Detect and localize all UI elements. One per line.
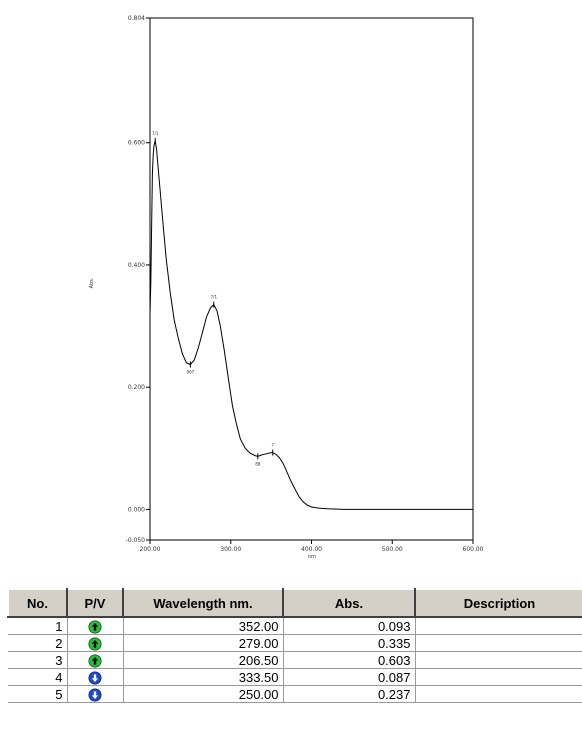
cell-wavelength: 206.50 [123, 651, 284, 669]
down-arrow-icon [88, 688, 102, 702]
axis-ticks: 200.00 300.00 400.00 500.00 600.00 0.804 0.600… [126, 15, 484, 553]
cell-pv [67, 668, 124, 686]
cell-pv [67, 617, 124, 635]
cell-description [415, 617, 582, 635]
table-row[interactable]: 4 333.50 0.087 [8, 668, 582, 686]
spectrum-chart: 200.00 300.00 400.00 500.00 600.00 0.804 0.600… [89, 15, 484, 560]
cell-abs: 0.093 [283, 617, 416, 635]
table-body: 1 352.00 0.093 2 279.00 0.335 3 206.50 0.603 4 333… [8, 617, 582, 703]
cell-no: 3 [8, 651, 68, 669]
cell-abs: 0.087 [283, 668, 416, 686]
cell-pv [67, 634, 124, 652]
cell-abs: 0.603 [283, 651, 416, 669]
peak-marker-label: 7/1 [211, 295, 218, 300]
x-tick-label: 400.00 [301, 546, 322, 553]
up-arrow-icon [88, 620, 102, 634]
table-row[interactable]: 1 352.00 0.093 [8, 617, 582, 635]
cell-wavelength: 279.00 [123, 634, 284, 652]
peak-table: No. P/V Wavelength nm. Abs. Description … [7, 588, 582, 703]
cell-no: 1 [8, 617, 68, 635]
x-tick-label: 600.00 [463, 546, 484, 553]
x-tick-label: 200.00 [140, 546, 161, 553]
cell-no: 5 [8, 685, 68, 703]
cell-abs: 0.237 [283, 685, 416, 703]
cell-no: 4 [8, 668, 68, 686]
y-tick-label: 0.000 [128, 506, 145, 513]
cell-description [415, 685, 582, 703]
cell-no: 2 [8, 634, 68, 652]
header-no[interactable]: No. [7, 588, 68, 618]
spectrum-line [149, 140, 473, 510]
cell-description [415, 668, 582, 686]
header-description[interactable]: Description [414, 588, 582, 618]
cell-description [415, 651, 582, 669]
peak-marker-label: 7/1 [152, 131, 159, 136]
cell-pv [67, 685, 124, 703]
up-arrow-icon [88, 637, 102, 651]
header-pv[interactable]: P/V [66, 588, 124, 618]
down-arrow-icon [88, 671, 102, 685]
plot-frame [149, 17, 474, 541]
header-abs[interactable]: Abs. [282, 588, 416, 618]
x-tick-label: 300.00 [220, 546, 241, 553]
table-row[interactable]: 5 250.00 0.237 [8, 685, 582, 703]
valley-marker-label: 967 [187, 370, 195, 375]
y-tick-label: -0.050 [126, 537, 146, 544]
table-row[interactable]: 3 206.50 0.603 [8, 651, 582, 669]
cell-abs: 0.335 [283, 634, 416, 652]
cell-wavelength: 352.00 [123, 617, 284, 635]
y-tick-label: 0.200 [128, 384, 145, 391]
y-axis-label: Abs. [89, 277, 95, 288]
cell-wavelength: 250.00 [123, 685, 284, 703]
y-tick-label: 0.804 [128, 15, 145, 22]
cell-wavelength: 333.50 [123, 668, 284, 686]
y-tick-label: 0.400 [128, 262, 145, 269]
cell-description [415, 634, 582, 652]
y-tick-label: 0.600 [128, 140, 145, 147]
table-row[interactable]: 2 279.00 0.335 [8, 634, 582, 652]
cell-pv [67, 651, 124, 669]
peak-markers: 7/1 7/1 7 967 88 [152, 131, 274, 466]
table-header-row: No. P/V Wavelength nm. Abs. Description [7, 588, 582, 618]
x-axis-label: nm [308, 554, 316, 560]
valley-marker-label: 88 [255, 461, 261, 466]
up-arrow-icon [88, 654, 102, 668]
peak-marker-label: 7 [271, 443, 274, 448]
x-tick-label: 500.00 [382, 546, 403, 553]
header-wavelength[interactable]: Wavelength nm. [122, 588, 284, 618]
